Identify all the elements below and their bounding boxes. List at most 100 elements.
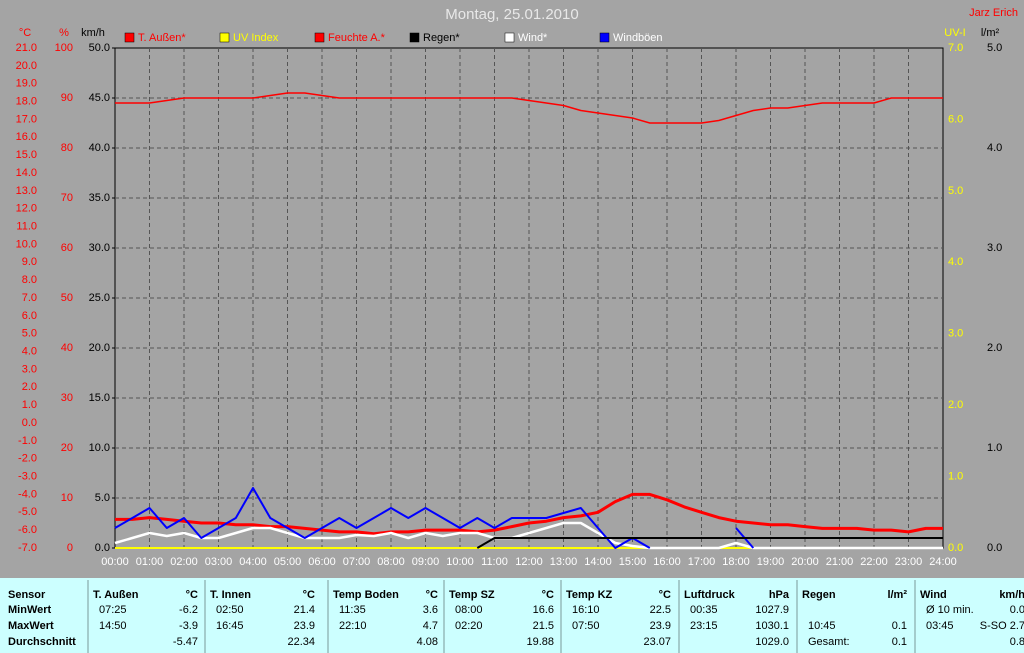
- cell-time: Ø 10 min.: [926, 604, 974, 616]
- y-tick-label: 90: [61, 92, 73, 104]
- legend-label: Feuchte A.*: [328, 32, 386, 44]
- x-tick-label: 03:00: [205, 556, 233, 568]
- cell-value: 16.6: [533, 604, 554, 616]
- y-tick-label: 40: [61, 342, 73, 354]
- cell-time: 23:15: [690, 620, 718, 632]
- y-tick-label: 16.0: [16, 131, 37, 143]
- cell-time: 14:50: [99, 620, 127, 632]
- y-tick-label: -1.0: [18, 435, 37, 447]
- y-tick-label: 35.0: [89, 192, 110, 204]
- x-tick-label: 01:00: [136, 556, 164, 568]
- y-tick-label: 0.0: [95, 542, 110, 554]
- y-tick-label: 60: [61, 242, 73, 254]
- y-tick-label: 45.0: [89, 92, 110, 104]
- row-label: MaxWert: [8, 620, 54, 632]
- cell-value: 3.6: [423, 604, 438, 616]
- y-tick-label: 80: [61, 142, 73, 154]
- axis-unit-label: UV-I: [944, 27, 965, 39]
- row-label: Durchschnitt: [8, 636, 76, 648]
- y-tick-label: 5.0: [987, 42, 1002, 54]
- x-tick-label: 09:00: [412, 556, 440, 568]
- x-tick-label: 19:00: [757, 556, 785, 568]
- column-header: Regen: [802, 589, 836, 601]
- axis-unit-label: °C: [19, 27, 31, 39]
- cell-time: 22:10: [339, 620, 367, 632]
- cell-value: 22.34: [287, 636, 315, 648]
- stats-table-background: [0, 578, 1024, 653]
- axis-unit-label: %: [59, 27, 69, 39]
- series-line: [115, 492, 943, 536]
- y-tick-label: -5.0: [18, 506, 37, 518]
- cell-value: 1029.0: [755, 636, 789, 648]
- cell-time: 16:10: [572, 604, 600, 616]
- x-tick-label: 13:00: [550, 556, 578, 568]
- cell-value: 19.88: [526, 636, 554, 648]
- x-tick-label: 00:00: [101, 556, 129, 568]
- column-unit: hPa: [769, 589, 790, 601]
- y-tick-label: 20: [61, 442, 73, 454]
- x-tick-label: 07:00: [343, 556, 371, 568]
- y-tick-label: 30.0: [89, 242, 110, 254]
- y-tick-label: 1.0: [22, 399, 37, 411]
- y-tick-label: 4.0: [987, 142, 1002, 154]
- y-tick-label: 19.0: [16, 78, 37, 90]
- y-tick-label: 2.0: [22, 381, 37, 393]
- column-unit: l/m²: [887, 589, 907, 601]
- cell-time: Gesamt:: [808, 636, 850, 648]
- column-unit: °C: [659, 589, 671, 601]
- y-tick-label: 0.0: [987, 542, 1002, 554]
- series-line: [114, 521, 943, 550]
- column-unit: °C: [542, 589, 554, 601]
- x-tick-label: 22:00: [860, 556, 888, 568]
- y-tick-label: -7.0: [18, 542, 37, 554]
- y-tick-label: 3.0: [22, 363, 37, 375]
- column-unit: km/h: [999, 589, 1024, 601]
- x-tick-label: 14:00: [584, 556, 612, 568]
- y-tick-label: 10.0: [89, 442, 110, 454]
- y-tick-label: 50.0: [89, 42, 110, 54]
- cell-value: 21.4: [294, 604, 315, 616]
- axis-unit-label: l/m²: [981, 27, 1000, 39]
- y-tick-label: 25.0: [89, 292, 110, 304]
- y-tick-label: 5.0: [95, 492, 110, 504]
- y-tick-label: 5.0: [22, 328, 37, 340]
- y-tick-label: 10.0: [16, 238, 37, 250]
- legend-swatch: [314, 32, 325, 43]
- y-tick-label: 15.0: [89, 392, 110, 404]
- y-tick-label: 9.0: [22, 256, 37, 268]
- cell-value: 0.0: [1010, 604, 1024, 616]
- y-tick-label: 13.0: [16, 185, 37, 197]
- x-tick-label: 21:00: [826, 556, 854, 568]
- x-tick-label: 23:00: [895, 556, 923, 568]
- y-tick-label: 0.0: [948, 542, 963, 554]
- y-tick-label: 18.0: [16, 95, 37, 107]
- series-line: [476, 537, 943, 549]
- y-tick-label: -2.0: [18, 453, 37, 465]
- column-unit: °C: [426, 589, 438, 601]
- y-tick-label: 7.0: [948, 42, 963, 54]
- cell-value: 1027.9: [755, 604, 789, 616]
- y-tick-label: 3.0: [987, 242, 1002, 254]
- x-tick-label: 18:00: [722, 556, 750, 568]
- x-tick-label: 15:00: [619, 556, 647, 568]
- y-tick-label: 6.0: [948, 113, 963, 125]
- y-tick-label: 4.0: [948, 256, 963, 268]
- cell-time: 02:50: [216, 604, 244, 616]
- cell-time: 02:20: [455, 620, 483, 632]
- cell-time: 00:35: [690, 604, 718, 616]
- column-header: Temp KZ: [566, 589, 613, 601]
- y-tick-label: 100: [55, 42, 73, 54]
- cell-value: 0.1: [892, 620, 907, 632]
- row-label: MinWert: [8, 604, 52, 616]
- y-tick-label: 1.0: [987, 442, 1002, 454]
- cell-value: 0.1: [892, 636, 907, 648]
- x-tick-label: 05:00: [274, 556, 302, 568]
- x-tick-label: 04:00: [239, 556, 267, 568]
- cell-time: 03:45: [926, 620, 954, 632]
- x-tick-label: 08:00: [377, 556, 405, 568]
- y-tick-label: 21.0: [16, 42, 37, 54]
- y-tick-label: 3.0: [948, 328, 963, 340]
- legend-swatch: [409, 32, 420, 43]
- legend-swatch: [599, 32, 610, 43]
